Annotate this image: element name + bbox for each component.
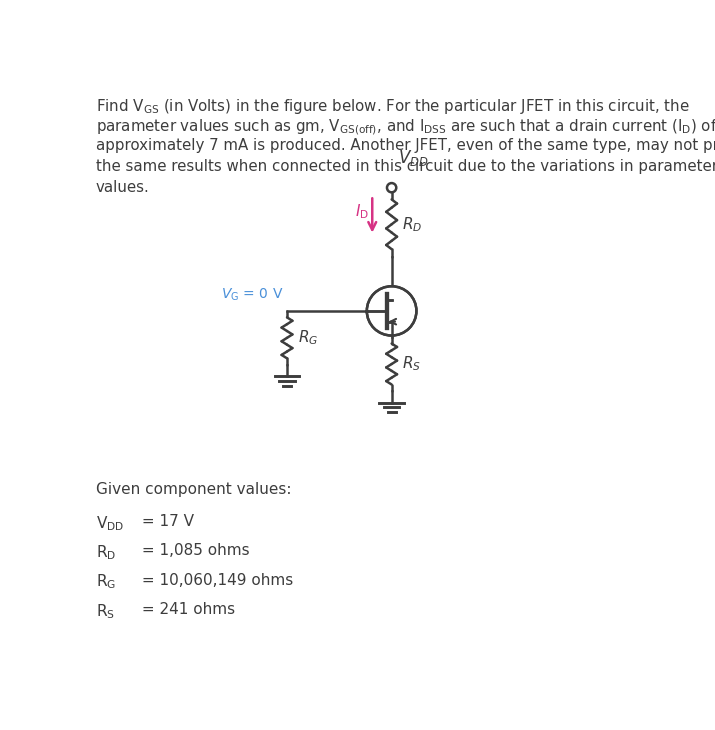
- Text: = 10,060,149 ohms: = 10,060,149 ohms: [137, 573, 294, 588]
- Text: R$_\mathregular{S}$: R$_\mathregular{S}$: [96, 602, 114, 620]
- Text: R$_\mathregular{S}$: R$_\mathregular{S}$: [403, 355, 422, 373]
- Text: values.: values.: [96, 180, 149, 195]
- Text: Find V$_\mathregular{GS}$ (in Volts) in the figure below. For the particular JFE: Find V$_\mathregular{GS}$ (in Volts) in …: [96, 97, 689, 116]
- Text: R$_\mathregular{D}$: R$_\mathregular{D}$: [403, 215, 423, 234]
- Text: $\mathit{I}_\mathregular{D}$: $\mathit{I}_\mathregular{D}$: [355, 202, 369, 221]
- Text: Given component values:: Given component values:: [96, 482, 291, 497]
- Text: parameter values such as gm, V$_\mathregular{GS(off)}$, and I$_\mathregular{DSS}: parameter values such as gm, V$_\mathreg…: [96, 118, 715, 137]
- Text: = 17 V: = 17 V: [137, 514, 194, 529]
- Text: = 1,085 ohms: = 1,085 ohms: [137, 543, 250, 558]
- Text: R$_\mathregular{G}$: R$_\mathregular{G}$: [96, 573, 116, 591]
- Text: = 241 ohms: = 241 ohms: [137, 602, 235, 617]
- Text: the same results when connected in this circuit due to the variations in paramet: the same results when connected in this …: [96, 159, 715, 174]
- Text: R$_\mathregular{D}$: R$_\mathregular{D}$: [96, 543, 116, 562]
- Text: $\mathit{V}_\mathregular{G}$ = 0 V: $\mathit{V}_\mathregular{G}$ = 0 V: [221, 287, 283, 303]
- Text: V$_\mathregular{DD}$: V$_\mathregular{DD}$: [96, 514, 124, 533]
- Text: R$_\mathregular{G}$: R$_\mathregular{G}$: [298, 328, 318, 347]
- Text: approximately 7 mA is produced. Another JFET, even of the same type, may not pro: approximately 7 mA is produced. Another …: [96, 139, 715, 153]
- Text: V$_\mathregular{DD}$: V$_\mathregular{DD}$: [398, 148, 429, 169]
